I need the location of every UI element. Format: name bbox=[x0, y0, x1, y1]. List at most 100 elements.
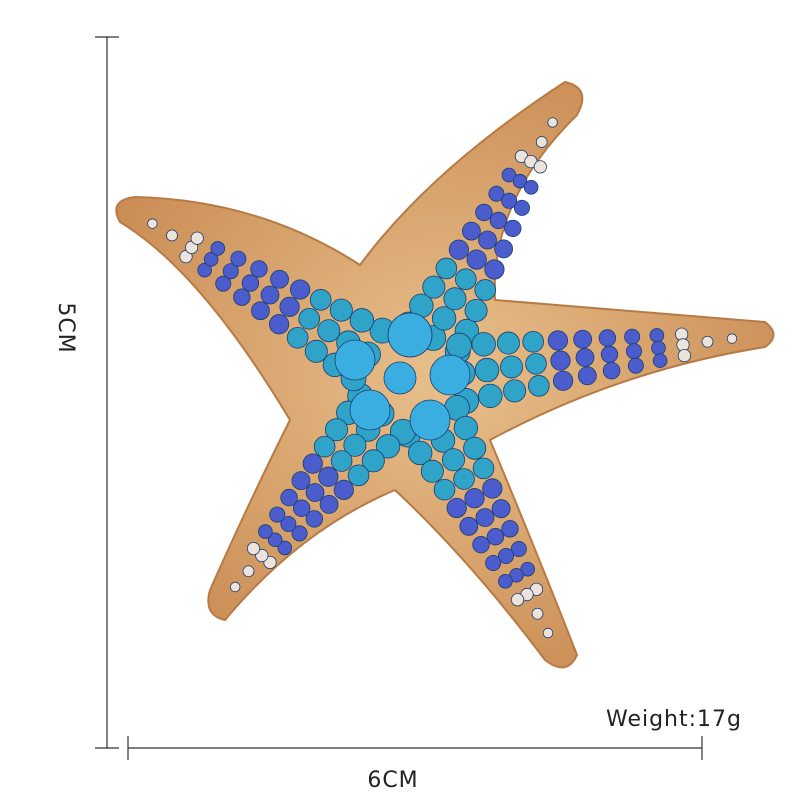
gem bbox=[279, 296, 300, 317]
gem bbox=[435, 257, 458, 280]
gem bbox=[251, 301, 270, 321]
gem bbox=[520, 561, 535, 577]
gem bbox=[446, 332, 472, 359]
gem bbox=[453, 415, 479, 441]
gem bbox=[298, 307, 321, 330]
gem bbox=[575, 348, 595, 367]
gem bbox=[510, 593, 525, 607]
gem bbox=[488, 185, 505, 202]
gem bbox=[489, 211, 508, 230]
gem bbox=[602, 362, 621, 380]
gem bbox=[598, 329, 617, 347]
gem bbox=[482, 478, 503, 499]
gem bbox=[626, 343, 643, 360]
gem bbox=[486, 528, 505, 546]
gem bbox=[531, 607, 544, 620]
gem bbox=[203, 251, 219, 267]
gem bbox=[291, 471, 311, 491]
gem bbox=[215, 275, 232, 292]
gem bbox=[260, 285, 280, 305]
gem bbox=[242, 565, 255, 578]
gem bbox=[466, 249, 487, 270]
gem bbox=[510, 541, 527, 558]
gem bbox=[305, 510, 324, 528]
gem bbox=[573, 329, 593, 349]
gem bbox=[509, 567, 524, 583]
gem bbox=[472, 457, 495, 480]
gem bbox=[726, 333, 738, 344]
gem bbox=[302, 453, 323, 474]
gem bbox=[484, 259, 505, 280]
gem bbox=[522, 330, 544, 353]
gem bbox=[474, 357, 500, 383]
gem bbox=[550, 350, 571, 371]
gem bbox=[270, 269, 289, 289]
gem bbox=[429, 354, 471, 396]
gem bbox=[701, 335, 714, 348]
gem bbox=[433, 478, 456, 501]
gem bbox=[542, 627, 554, 639]
weight-label: Weight:17g bbox=[606, 707, 742, 732]
gem bbox=[525, 352, 547, 375]
gem bbox=[375, 434, 401, 459]
gem bbox=[383, 361, 417, 395]
gem bbox=[600, 345, 619, 364]
gem bbox=[499, 355, 523, 379]
width-label: 6CM bbox=[367, 768, 418, 793]
gem bbox=[250, 260, 268, 278]
gem bbox=[471, 332, 496, 357]
gem bbox=[454, 268, 477, 291]
gem bbox=[649, 328, 665, 343]
gem bbox=[409, 399, 451, 441]
gem bbox=[197, 262, 212, 278]
gem bbox=[330, 450, 353, 472]
gem bbox=[448, 239, 469, 260]
gem bbox=[349, 308, 375, 333]
gem bbox=[463, 436, 487, 460]
gem bbox=[474, 279, 497, 301]
gem bbox=[431, 306, 457, 331]
gem bbox=[407, 440, 433, 466]
gem bbox=[501, 192, 518, 209]
gem bbox=[512, 173, 528, 189]
gem bbox=[491, 499, 511, 519]
gem bbox=[347, 464, 370, 487]
gem bbox=[464, 298, 488, 322]
gem bbox=[475, 203, 493, 222]
gem bbox=[478, 383, 503, 409]
gem bbox=[577, 366, 597, 386]
gem bbox=[290, 279, 311, 300]
gem bbox=[317, 319, 341, 343]
gems bbox=[147, 117, 738, 639]
gem bbox=[503, 379, 527, 403]
gem bbox=[318, 466, 339, 487]
gem bbox=[313, 435, 336, 458]
gem bbox=[280, 488, 298, 507]
gem bbox=[304, 339, 328, 363]
gem bbox=[472, 535, 490, 554]
gem bbox=[343, 433, 367, 457]
gem bbox=[528, 375, 550, 397]
gem bbox=[441, 448, 465, 472]
gem bbox=[677, 348, 691, 363]
gem bbox=[494, 239, 513, 259]
gem bbox=[446, 497, 467, 519]
gem bbox=[422, 275, 446, 299]
gem bbox=[309, 289, 332, 311]
gem bbox=[267, 532, 283, 548]
gem bbox=[443, 287, 467, 311]
gem bbox=[269, 506, 286, 523]
gem bbox=[280, 516, 297, 533]
gem bbox=[291, 525, 308, 542]
gem bbox=[258, 524, 273, 539]
gem bbox=[627, 357, 644, 374]
gem bbox=[334, 339, 376, 381]
gem bbox=[464, 488, 485, 509]
gem bbox=[513, 199, 530, 216]
gem bbox=[229, 581, 241, 593]
gem bbox=[453, 468, 475, 490]
gem bbox=[624, 328, 641, 345]
gem bbox=[475, 508, 495, 527]
gem bbox=[504, 219, 522, 238]
